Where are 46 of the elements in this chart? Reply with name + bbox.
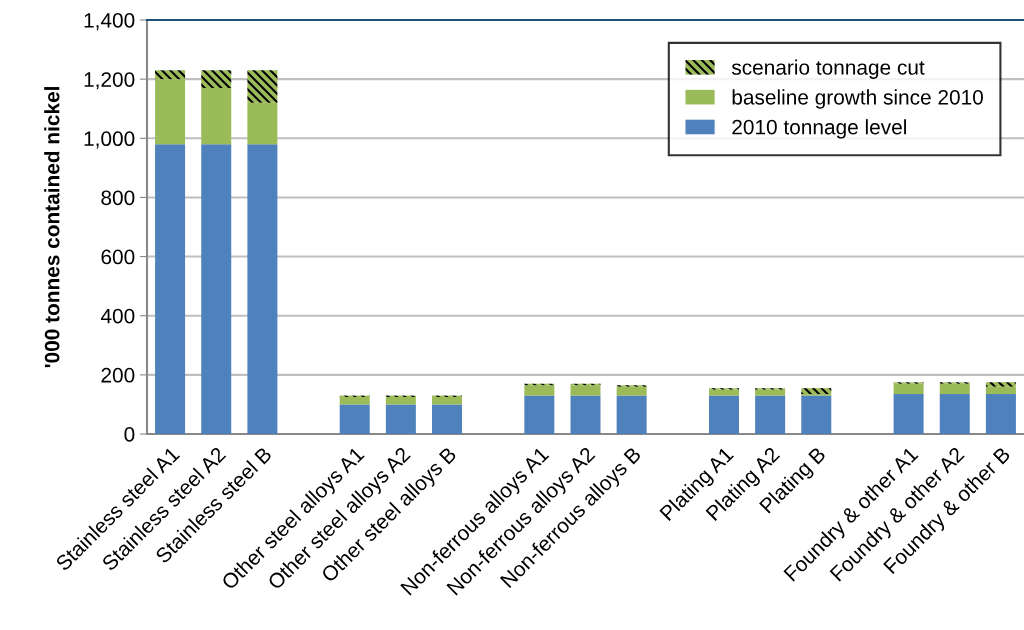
bar	[985, 386, 1016, 395]
y-axis-title: '000 tonnes contained nickel	[44, 87, 60, 368]
bar	[339, 404, 370, 434]
bar	[432, 397, 463, 405]
bar	[893, 394, 924, 434]
y-tick-label: 600	[101, 249, 135, 265]
y-tick-label: 800	[101, 190, 135, 206]
bar	[985, 382, 1016, 387]
legend-label: baseline growth since 2010	[732, 89, 983, 109]
bar	[570, 395, 601, 434]
bar	[755, 389, 786, 396]
bar	[385, 404, 416, 434]
bar	[708, 389, 739, 396]
y-tick-label: 0	[124, 427, 135, 442]
bar	[247, 102, 278, 145]
bar	[339, 397, 370, 405]
bar	[939, 383, 970, 395]
bar	[801, 388, 832, 395]
y-tick-label: 1,000	[84, 131, 135, 149]
bar	[155, 79, 186, 145]
bar	[985, 394, 1016, 434]
bar	[385, 397, 416, 405]
y-tick-label: 1,400	[84, 13, 135, 31]
bar	[432, 404, 463, 434]
bar	[801, 395, 832, 434]
y-tick-label: 1,200	[84, 72, 135, 90]
bar	[893, 383, 924, 395]
bar	[524, 385, 555, 396]
y-tick-label: 400	[100, 308, 135, 324]
y-tick-label: 200	[101, 367, 135, 383]
bar	[247, 70, 278, 103]
bar	[201, 144, 232, 434]
bar	[524, 395, 555, 434]
bar	[708, 395, 739, 434]
bar	[570, 385, 601, 396]
bar	[155, 144, 186, 434]
legend-label: 2010 tonnage level	[732, 119, 906, 139]
bar	[616, 386, 647, 396]
bar	[755, 395, 786, 434]
bar	[201, 70, 232, 89]
bar	[616, 395, 647, 434]
bar	[247, 144, 278, 434]
bar	[155, 70, 186, 80]
bar	[201, 88, 232, 145]
legend-label: scenario tonnage cut	[731, 59, 925, 79]
bar	[939, 394, 970, 434]
